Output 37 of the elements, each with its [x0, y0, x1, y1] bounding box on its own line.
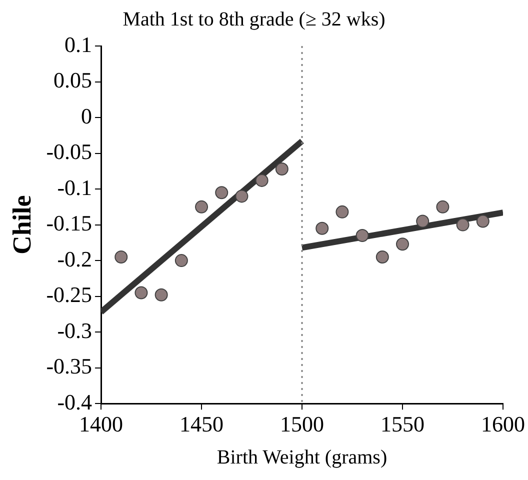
- point: [376, 250, 389, 264]
- x-tick-label: 1500: [280, 412, 324, 437]
- point: [476, 214, 490, 228]
- point: [336, 205, 349, 218]
- y-tick-label: -0.2: [57, 246, 92, 272]
- x-tick-label: 1400: [79, 412, 124, 437]
- point: [275, 162, 288, 176]
- y-tick-label: 0.1: [64, 32, 92, 57]
- y-tick-label: 0.05: [54, 68, 92, 93]
- point: [316, 222, 329, 235]
- y-tick-label: -0.05: [46, 139, 92, 164]
- x-axis-title: Birth Weight (grams): [216, 446, 388, 468]
- y-tick-label: -0.4: [57, 389, 92, 414]
- y-tick-label: -0.35: [46, 354, 92, 379]
- point: [235, 190, 248, 203]
- point: [416, 214, 430, 228]
- y-tick-label: 0: [81, 103, 92, 128]
- point: [195, 200, 208, 214]
- y-tick-label: -0.15: [46, 210, 92, 236]
- x-tick-label: 1550: [380, 412, 425, 437]
- point: [356, 229, 369, 242]
- point: [215, 186, 228, 200]
- y-axis-title: Chile: [7, 195, 36, 254]
- point: [114, 250, 128, 264]
- point: [154, 288, 168, 302]
- point: [436, 200, 450, 214]
- y-tick-label: -0.1: [57, 174, 92, 200]
- point: [396, 238, 410, 251]
- chart-title: Math 1st to 8th grade (≥ 32 wks): [122, 8, 386, 30]
- x-tick-label: 1450: [180, 412, 224, 437]
- x-tick-label: 1600: [481, 412, 525, 437]
- point: [456, 218, 470, 232]
- point: [255, 174, 268, 187]
- y-tick-label: -0.3: [57, 318, 92, 343]
- point: [134, 286, 148, 300]
- point: [174, 254, 188, 268]
- y-tick-label: -0.25: [46, 282, 92, 308]
